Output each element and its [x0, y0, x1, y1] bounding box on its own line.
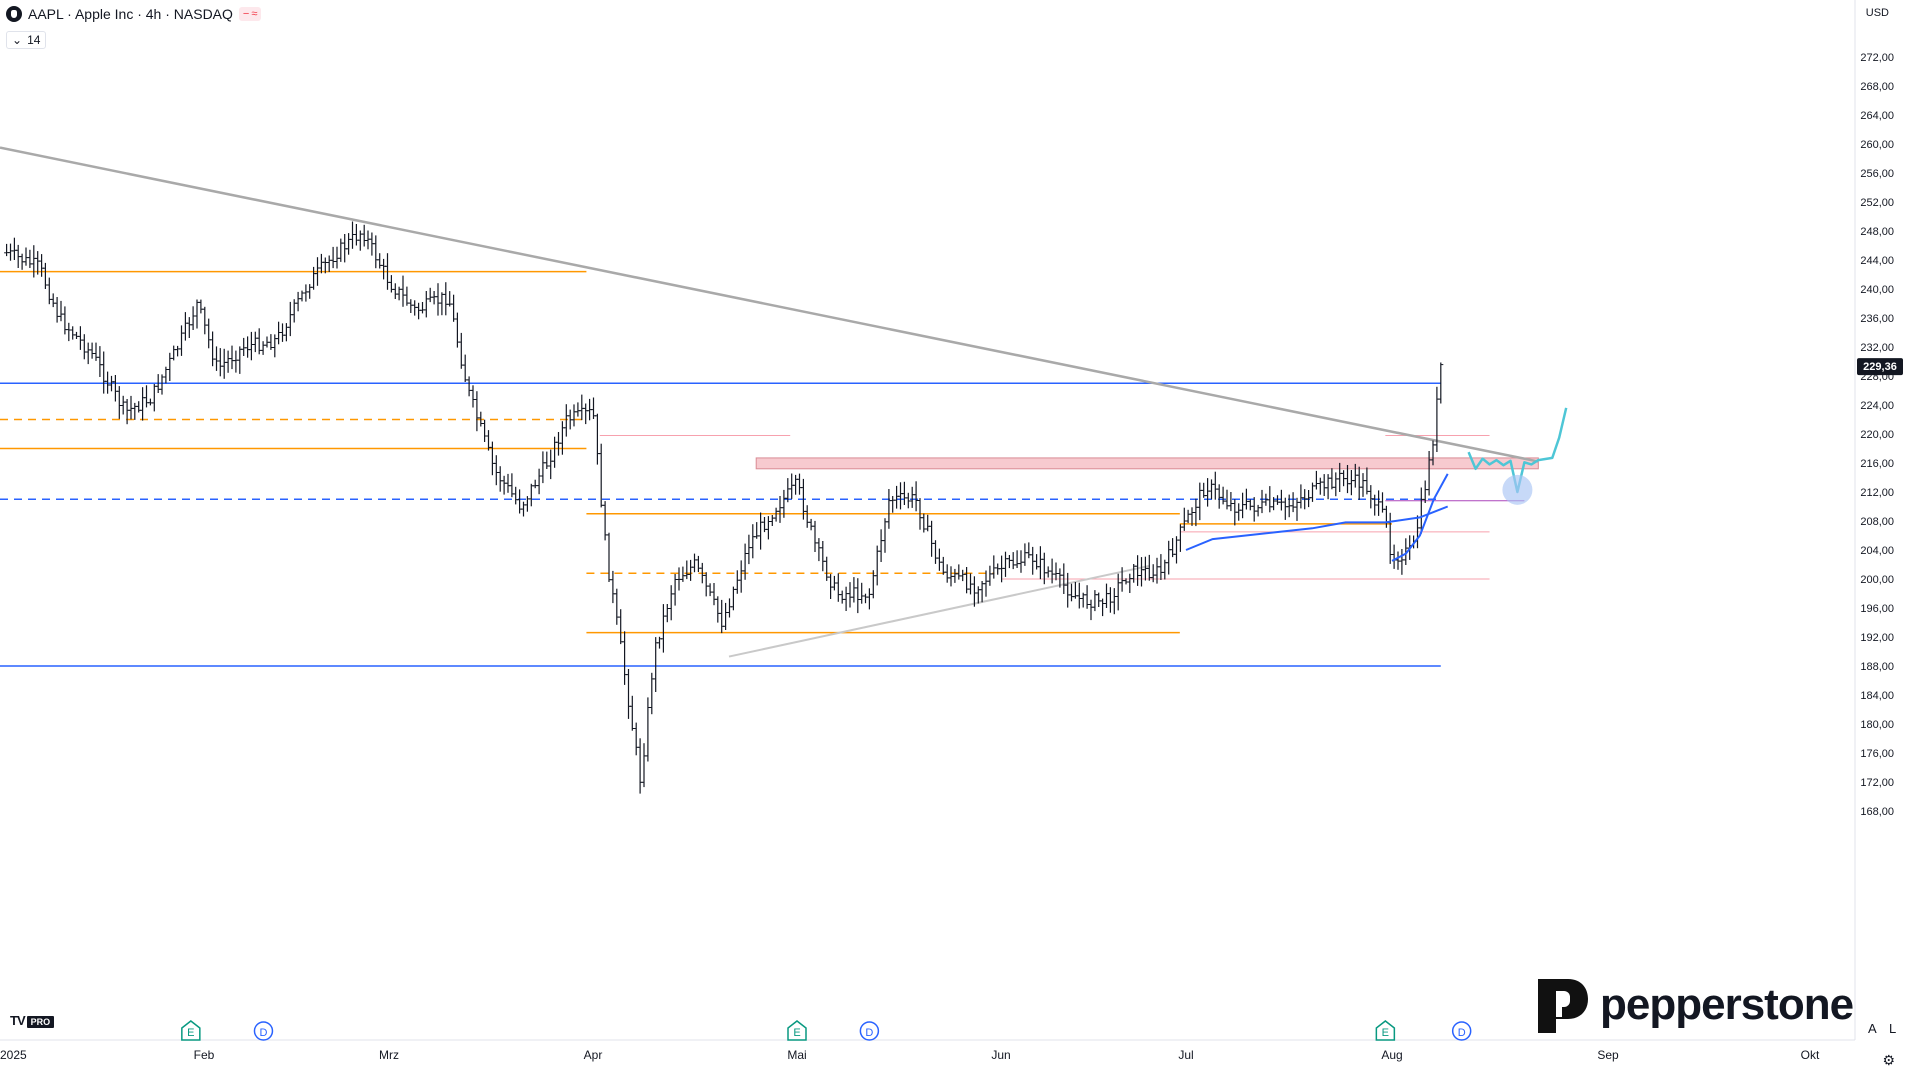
projection-highlight	[1502, 474, 1533, 505]
event-label: D	[1458, 1027, 1466, 1039]
apple-logo-icon	[6, 6, 22, 22]
x-tick-label: Mai	[787, 1048, 806, 1062]
y-tick-label: 220,00	[1860, 429, 1894, 441]
dividend-icon	[253, 1021, 274, 1041]
y-tick-label: 216,00	[1860, 458, 1894, 470]
pepperstone-logo-icon	[1538, 979, 1588, 1033]
y-tick-label: 232,00	[1860, 342, 1894, 354]
y-tick-label: 236,00	[1860, 313, 1894, 325]
y-tick-label: 252,00	[1860, 197, 1894, 209]
y-tick-label: 240,00	[1860, 284, 1894, 296]
event-label: D	[259, 1027, 267, 1039]
currency-label[interactable]: USD	[1865, 7, 1889, 19]
earnings-icon	[787, 1020, 807, 1041]
trendline-ascending	[728, 564, 1150, 658]
x-tick-label: Okt	[1801, 1048, 1820, 1062]
y-tick-label: 208,00	[1860, 516, 1894, 528]
indicator-pill[interactable]: − ≈	[238, 7, 262, 21]
earnings-icon	[181, 1020, 201, 1041]
pepperstone-brand: pepperstone	[1528, 973, 1854, 1037]
minus-icon: −	[242, 8, 250, 20]
y-tick-label: 248,00	[1860, 226, 1894, 238]
x-tick-label: Apr	[584, 1048, 603, 1062]
indicator-value: 14	[27, 33, 41, 47]
x-tick-label: 2025	[0, 1048, 27, 1062]
y-tick-label: 200,00	[1860, 574, 1894, 586]
trendline-descending	[0, 146, 1539, 463]
chart-header: AAPL · Apple Inc · 4h · NASDAQ − ≈	[6, 6, 262, 22]
y-tick-label: 188,00	[1860, 661, 1894, 673]
x-tick-label: Aug	[1381, 1048, 1402, 1062]
price-bars-layer	[4, 221, 1444, 794]
dividend-icon	[859, 1021, 880, 1041]
y-tick-label: 172,00	[1860, 777, 1894, 789]
dividend-icon	[1451, 1021, 1472, 1041]
trendlines-layer	[0, 146, 1539, 658]
x-tick-label: Jul	[1178, 1048, 1193, 1062]
last-price-badge	[1857, 358, 1903, 376]
y-tick-label: 244,00	[1860, 255, 1894, 267]
event-label: E	[793, 1027, 800, 1039]
y-tick-label: 184,00	[1860, 690, 1894, 702]
y-tick-label: 192,00	[1860, 632, 1894, 644]
last-price-label: 229,36	[1863, 361, 1897, 373]
y-tick-label: 212,00	[1860, 487, 1894, 499]
y-tick-label: 268,00	[1860, 81, 1894, 93]
y-tick-label: 204,00	[1860, 545, 1894, 557]
x-tick-label: Mrz	[379, 1048, 399, 1062]
moving-averages-layer	[1185, 473, 1449, 562]
y-tick-label: 272,00	[1860, 52, 1894, 64]
y-tick-label: 256,00	[1860, 168, 1894, 180]
event-label: E	[187, 1027, 194, 1039]
auto-scale-button[interactable]: A	[1868, 1021, 1877, 1036]
y-tick-label: 168,00	[1860, 806, 1894, 818]
gear-icon[interactable]: ⚙	[1882, 1052, 1895, 1068]
pro-badge: PRO	[26, 1016, 55, 1028]
y-tick-label: 180,00	[1860, 719, 1894, 731]
resistance-zone	[755, 457, 1539, 470]
tradingview-mark: TV	[10, 1013, 26, 1028]
indicator-toggle[interactable]: ⌄ 14	[6, 31, 47, 49]
moving-average	[1391, 473, 1449, 562]
y-tick-label: 264,00	[1860, 110, 1894, 122]
log-scale-button[interactable]: L	[1889, 1021, 1897, 1036]
resistance-zone-layer	[755, 457, 1539, 470]
x-tick-label: Jun	[991, 1048, 1010, 1062]
x-tick-label: Sep	[1597, 1048, 1619, 1062]
earnings-icon	[1375, 1020, 1396, 1041]
event-label: D	[865, 1027, 873, 1039]
projection-layer	[1467, 407, 1568, 505]
chart-title: AAPL · Apple Inc · 4h · NASDAQ	[28, 6, 233, 22]
x-tick-label: Feb	[194, 1048, 215, 1062]
y-tick-label: 196,00	[1860, 603, 1894, 615]
chevron-down-icon: ⌄	[12, 33, 23, 47]
wave-icon: ≈	[251, 8, 258, 20]
y-tick-label: 260,00	[1860, 139, 1894, 151]
tradingview-logo: TV PRO	[10, 1013, 55, 1028]
pepperstone-wordmark: pepperstone	[1600, 980, 1854, 1029]
y-tick-label: 176,00	[1860, 748, 1894, 760]
event-label: E	[1382, 1027, 1389, 1039]
moving-average	[1185, 505, 1449, 551]
y-tick-label: 224,00	[1860, 400, 1894, 412]
